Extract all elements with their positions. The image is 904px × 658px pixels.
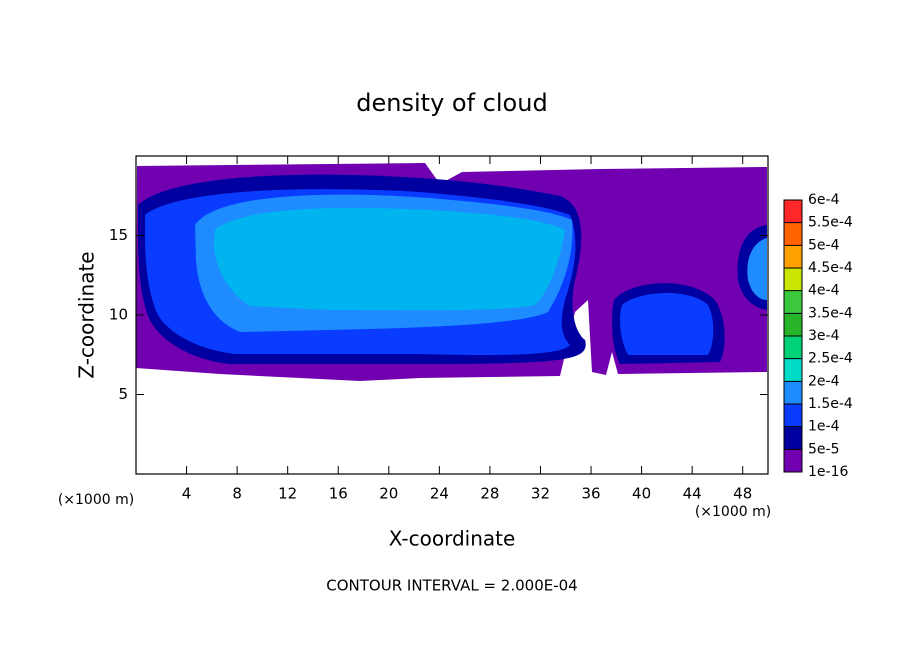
colorbar-band xyxy=(784,426,802,450)
colorbar-label: 5e-5 xyxy=(808,441,839,457)
colorbar-band xyxy=(784,200,802,223)
colorbar-label: 1.5e-4 xyxy=(808,396,853,412)
colorbar-band xyxy=(784,404,802,427)
colorbar-label: 6e-4 xyxy=(808,192,840,208)
colorbar-band xyxy=(784,449,802,472)
colorbar-band xyxy=(784,245,802,268)
colorbar-label: 4.5e-4 xyxy=(808,260,853,276)
colorbar-band xyxy=(784,268,802,291)
x-tick-label: 16 xyxy=(329,485,348,503)
colorbar-label: 2.5e-4 xyxy=(808,351,853,367)
x-tick-label: 48 xyxy=(733,485,752,503)
x-tick-label: 24 xyxy=(430,485,449,503)
colorbar-band xyxy=(784,381,802,404)
colorbar-label: 3e-4 xyxy=(808,328,840,344)
x-axis-label: X-coordinate xyxy=(389,527,516,551)
x-tick-label: 44 xyxy=(683,485,702,503)
x-tick-label: 32 xyxy=(531,485,550,503)
colorbar-band xyxy=(784,336,802,359)
colorbar-label: 5.5e-4 xyxy=(808,215,853,231)
field-edge-core xyxy=(747,238,767,300)
x-tick-label: 36 xyxy=(581,485,600,503)
chart-title: density of cloud xyxy=(356,89,547,117)
y-tick-label: 10 xyxy=(109,306,128,324)
x-tick-label: 4 xyxy=(182,485,192,503)
annotation: CONTOUR INTERVAL = 2.000E-04 xyxy=(326,577,577,595)
colorbar-label: 2e-4 xyxy=(808,373,840,389)
colorbar-label: 1e-4 xyxy=(808,419,840,435)
colorbar-label: 5e-4 xyxy=(808,237,840,253)
colorbar-band xyxy=(784,222,802,246)
field-right-core xyxy=(620,292,714,355)
x-tick-label: 20 xyxy=(379,485,398,503)
colorbar-label: 3.5e-4 xyxy=(808,305,853,321)
field-cyan xyxy=(214,207,565,311)
y-axis-label: Z-coordinate xyxy=(75,251,99,378)
colorbar-band xyxy=(784,313,802,336)
colorbar-label: 1e-16 xyxy=(808,464,848,480)
y-tick-label: 15 xyxy=(109,226,128,244)
x-unit-label: (×1000 m) xyxy=(695,504,771,520)
x-tick-label: 28 xyxy=(480,485,499,503)
colorbar-band xyxy=(784,358,802,382)
y-unit-label: (×1000 m) xyxy=(58,492,134,508)
x-tick-label: 40 xyxy=(632,485,651,503)
x-tick-label: 12 xyxy=(278,485,297,503)
contour-field xyxy=(136,163,767,381)
y-tick-label: 5 xyxy=(118,385,128,403)
colorbar-band xyxy=(784,290,802,314)
x-tick-label: 8 xyxy=(232,485,242,503)
colorbar-label: 4e-4 xyxy=(808,283,840,299)
